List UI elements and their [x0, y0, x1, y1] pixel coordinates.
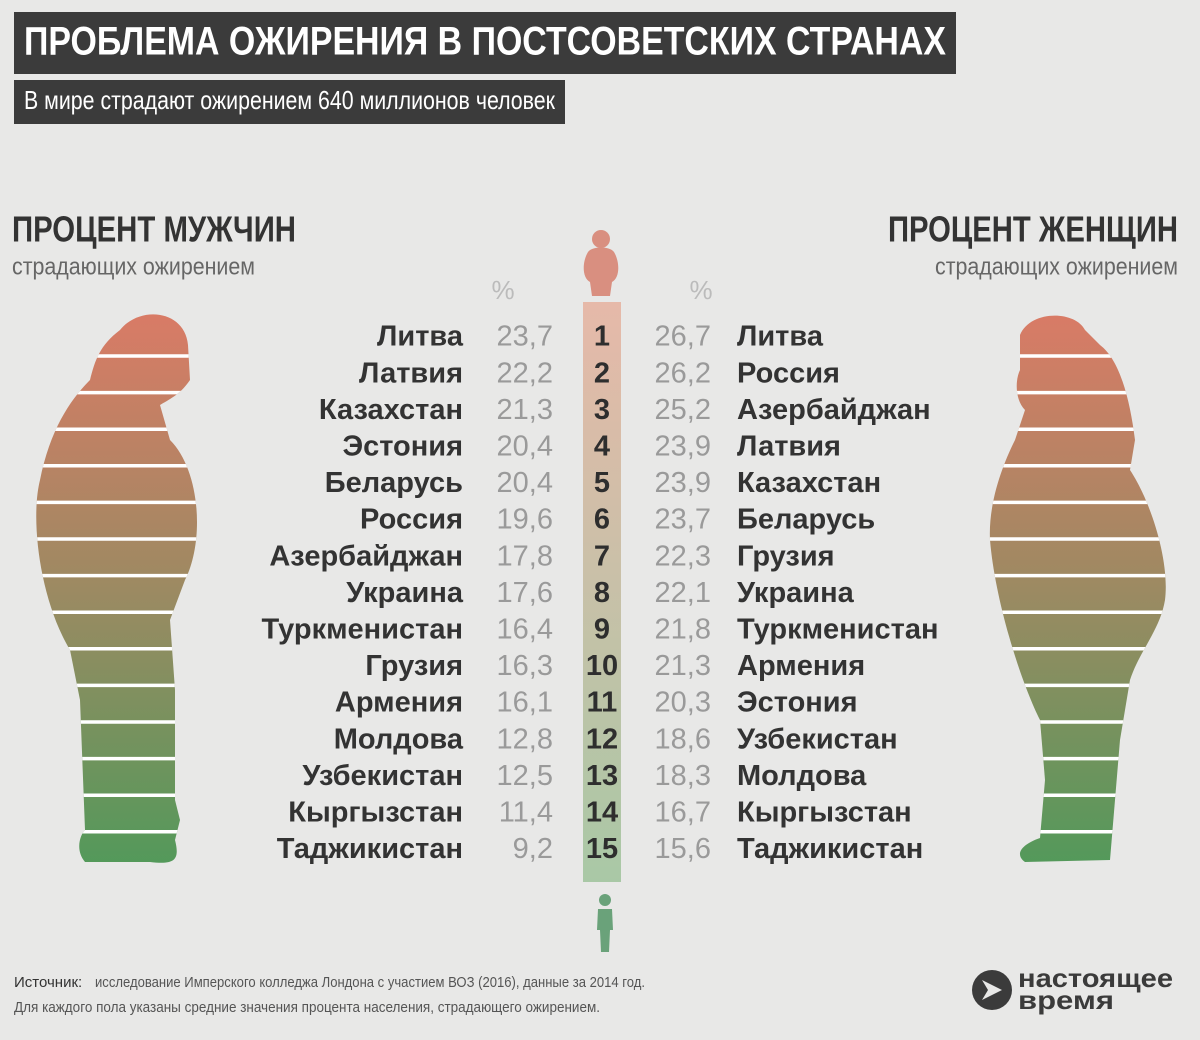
women-country: Литва: [737, 321, 824, 353]
women-country: Узбекистан: [737, 723, 898, 755]
rank: 6: [594, 504, 610, 536]
title: ПРОБЛЕМА ОЖИРЕНИЯ В ПОСТСОВЕТСКИХ СТРАНА…: [24, 20, 946, 64]
women-country: Грузия: [737, 540, 835, 572]
rank: 10: [586, 650, 618, 682]
men-value: 9,2: [513, 833, 553, 865]
title-box: [14, 12, 956, 74]
subtitle: В мире страдают ожирением 640 миллионов …: [24, 85, 556, 115]
men-country: Украина: [346, 577, 464, 609]
women-value: 22,3: [655, 540, 711, 572]
rank: 2: [594, 357, 610, 389]
men-value: 16,1: [497, 687, 553, 719]
rank: 14: [586, 796, 618, 828]
women-value: 15,6: [655, 833, 711, 865]
source: исследование Имперского колледжа Лондона…: [95, 974, 645, 991]
men-country: Узбекистан: [302, 760, 463, 792]
rank: 13: [586, 760, 618, 792]
women-value: 16,7: [655, 796, 711, 828]
men-country: Беларусь: [325, 467, 463, 499]
men-country: Грузия: [365, 650, 463, 682]
men-value: 19,6: [497, 504, 553, 536]
men-country: Армения: [335, 687, 463, 719]
source-label: Источник:: [14, 974, 82, 991]
men-value: 17,8: [497, 540, 553, 572]
rank: 15: [586, 833, 618, 865]
women-country: Таджикистан: [737, 833, 923, 865]
men-country: Туркменистан: [262, 613, 464, 645]
women-country: Эстония: [737, 687, 858, 719]
logo-line1: настоящее: [1018, 963, 1173, 993]
men-country: Молдова: [334, 723, 464, 755]
rank: 4: [594, 430, 610, 462]
men-value: 23,7: [497, 321, 553, 353]
women-value: 23,9: [655, 467, 711, 499]
rank-bar: [583, 302, 621, 882]
women-value: 23,9: [655, 430, 711, 462]
men-value: 12,8: [497, 723, 553, 755]
women-country: Латвия: [737, 430, 841, 462]
women-value: 21,3: [655, 650, 711, 682]
men-country: Казахстан: [319, 394, 463, 426]
subtitle-box: [14, 80, 565, 124]
men-subheading: страдающих ожирением: [12, 253, 255, 280]
women-value: 18,6: [655, 723, 711, 755]
men-country: Кыргызстан: [288, 796, 463, 828]
rank: 8: [594, 577, 610, 609]
logo-line2: время: [1018, 985, 1114, 1015]
women-country: Туркменистан: [737, 613, 939, 645]
women-country: Украина: [737, 577, 855, 609]
women-heading: ПРОЦЕНТ ЖЕНЩИН: [888, 209, 1178, 250]
rank: 5: [594, 467, 610, 499]
men-country: Латвия: [359, 357, 463, 389]
men-country: Россия: [360, 504, 463, 536]
icon-top: [583, 230, 619, 296]
women-silhouette: [989, 315, 1166, 862]
men-value: 11,4: [499, 796, 553, 828]
rank: 7: [594, 540, 610, 572]
women-country: Казахстан: [737, 467, 881, 499]
women-country: Беларусь: [737, 504, 875, 536]
women-value: 23,7: [655, 504, 711, 536]
men-value: 20,4: [497, 430, 553, 462]
women-country: Азербайджан: [737, 394, 931, 426]
rank: 1: [594, 321, 610, 353]
rank: 9: [594, 613, 610, 645]
men-value: 17,6: [497, 577, 553, 609]
men-value: 16,3: [497, 650, 553, 682]
men-unit: %: [491, 275, 514, 305]
women-country: Молдова: [737, 760, 867, 792]
women-value: 20,3: [655, 687, 711, 719]
men-country: Таджикистан: [277, 833, 463, 865]
men-value: 20,4: [497, 467, 553, 499]
men-value: 16,4: [497, 613, 553, 645]
note: Для каждого пола указаны средние значени…: [14, 999, 600, 1016]
women-country: Кыргызстан: [737, 796, 912, 828]
men-heading: ПРОЦЕНТ МУЖЧИН: [12, 209, 296, 250]
women-value: 22,1: [655, 577, 711, 609]
logo-icon: [972, 970, 1012, 1010]
women-value: 26,7: [655, 321, 711, 353]
women-country: Армения: [737, 650, 865, 682]
women-country: Россия: [737, 357, 840, 389]
women-value: 26,2: [655, 357, 711, 389]
women-value: 18,3: [655, 760, 711, 792]
men-country: Литва: [377, 321, 464, 353]
women-value: 25,2: [655, 394, 711, 426]
rank: 12: [586, 723, 618, 755]
men-country: Эстония: [342, 430, 463, 462]
rank: 3: [594, 394, 610, 426]
men-value: 21,3: [497, 394, 553, 426]
women-unit: %: [689, 275, 712, 305]
men-country: Азербайджан: [269, 540, 463, 572]
men-value: 12,5: [497, 760, 553, 792]
women-subheading: страдающих ожирением: [935, 253, 1178, 280]
women-value: 21,8: [655, 613, 711, 645]
rank: 11: [587, 687, 618, 719]
men-value: 22,2: [497, 357, 553, 389]
icon-bottom: [597, 894, 613, 952]
men-silhouette: [36, 314, 197, 863]
